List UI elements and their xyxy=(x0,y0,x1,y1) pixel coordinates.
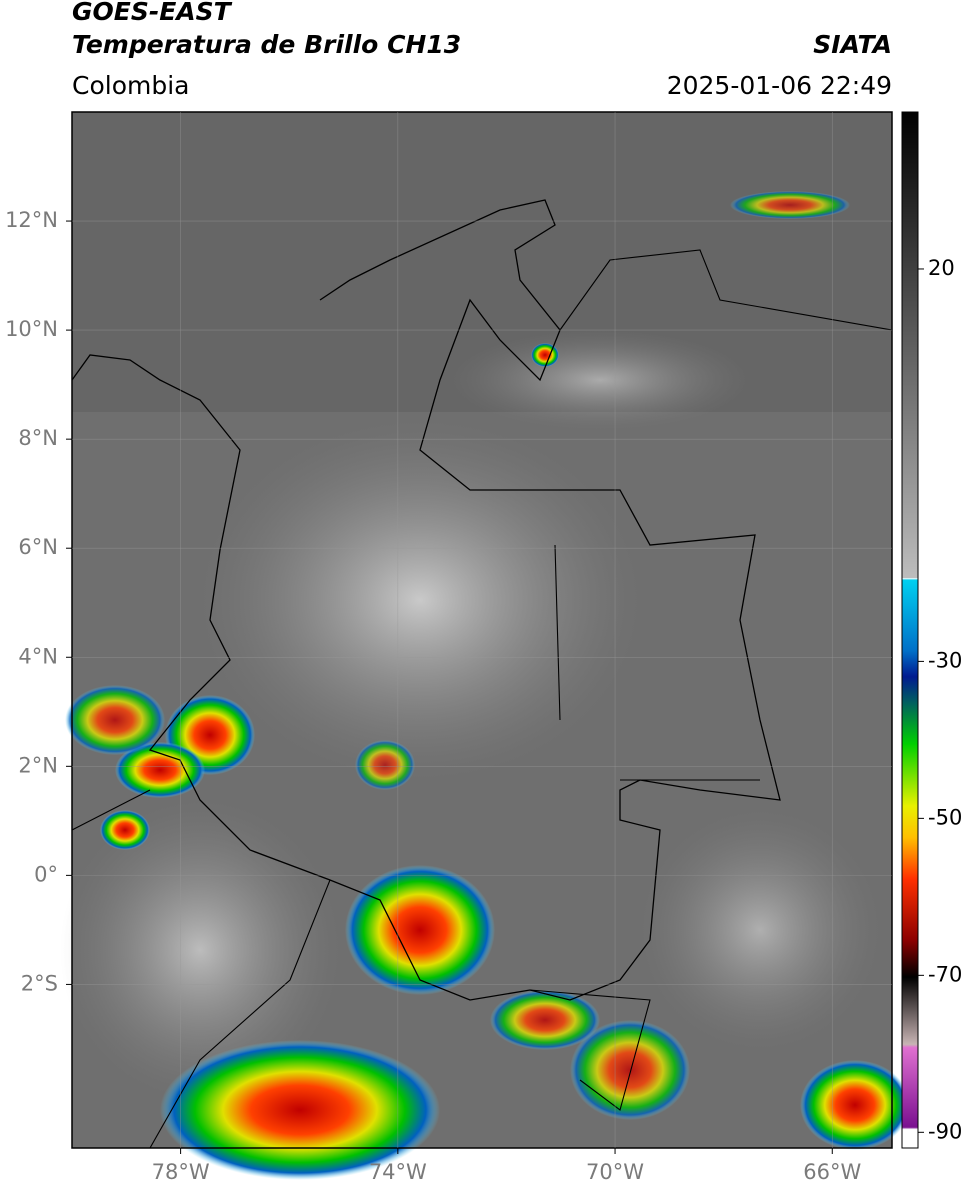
lat-tick-label: 6°N xyxy=(18,535,58,559)
lon-tick-label: 78°W xyxy=(152,1160,210,1184)
colorbar-tick-label: -50 xyxy=(928,805,962,829)
lon-tick-label: 74°W xyxy=(369,1160,427,1184)
lat-tick-label: 10°N xyxy=(5,317,58,341)
subtitle: Temperatura de Brillo CH13 xyxy=(72,30,461,59)
title: GOES-EAST xyxy=(72,0,233,26)
colorbar xyxy=(901,111,919,1149)
colorbar-tick-label: -70 xyxy=(928,962,962,986)
lat-tick-label: 2°S xyxy=(21,971,58,995)
source: SIATA xyxy=(813,30,892,59)
map-frame xyxy=(71,111,893,1149)
lon-tick-label: 66°W xyxy=(803,1160,861,1184)
lon-tick-label: 70°W xyxy=(586,1160,644,1184)
colorbar-tick-label: 20 xyxy=(928,256,955,280)
imagery xyxy=(60,112,910,1180)
lat-tick-label: 0° xyxy=(34,862,58,886)
region: Colombia xyxy=(72,71,189,100)
datetime: 2025-01-06 22:49 xyxy=(667,71,892,100)
lat-tick-label: 2°N xyxy=(18,753,58,777)
lat-tick-label: 8°N xyxy=(18,426,58,450)
colorbar-tick-label: -30 xyxy=(928,648,962,672)
lat-tick-label: 12°N xyxy=(5,208,58,232)
colorbar-tick-label: -90 xyxy=(928,1119,962,1143)
lat-tick-label: 4°N xyxy=(18,644,58,668)
